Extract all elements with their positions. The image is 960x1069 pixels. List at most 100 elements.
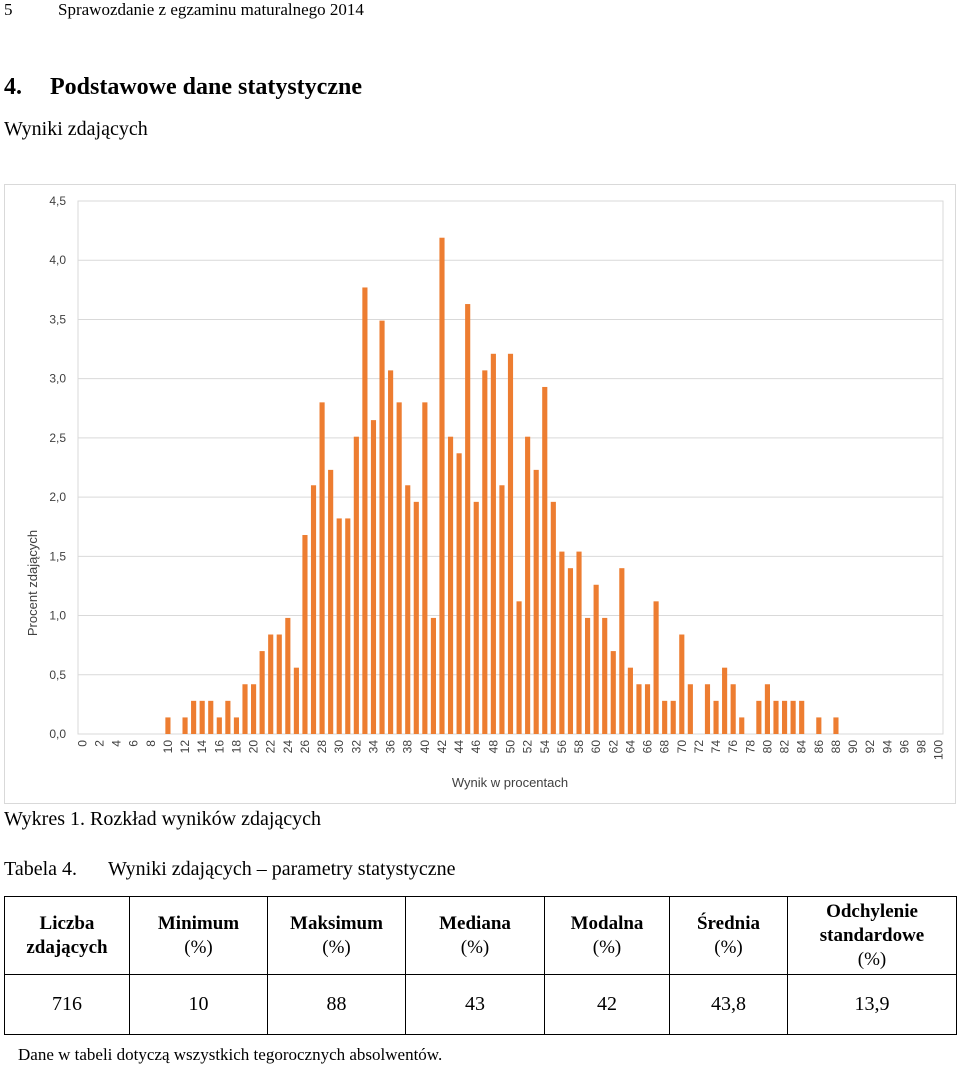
bar-64: [627, 667, 633, 734]
x-tick-label: 96: [898, 740, 912, 754]
x-tick-label: 86: [812, 740, 826, 754]
y-tick-label: 1,0: [49, 609, 66, 623]
bar-49: [499, 485, 505, 734]
page-number: 5: [4, 0, 13, 19]
bar-18: [233, 717, 240, 734]
x-tick-label: 42: [435, 740, 449, 754]
x-tick-label: 2: [92, 740, 106, 747]
bar-86: [816, 717, 822, 734]
bar-39: [413, 501, 419, 734]
bar-10: [165, 717, 171, 734]
bar-45: [465, 304, 471, 734]
x-tick-label: 20: [247, 740, 261, 754]
page-header: 5 Sprawozdanie z egzaminu maturalnego 20…: [4, 0, 364, 24]
x-tick-label: 52: [521, 740, 535, 754]
bar-25: [293, 667, 299, 734]
bar-76: [730, 684, 736, 734]
value-mean: 43,8: [669, 974, 788, 1035]
bar-52: [525, 436, 531, 734]
bar-37: [396, 402, 402, 734]
bar-34: [370, 420, 377, 734]
bar-31: [345, 518, 351, 734]
x-tick-label: 28: [315, 740, 329, 754]
x-tick-label: 32: [349, 740, 363, 754]
bar-20: [251, 684, 257, 734]
x-tick-label: 74: [709, 740, 723, 754]
value-minimum: 10: [129, 974, 268, 1035]
bars: [165, 237, 839, 734]
bar-48: [490, 353, 496, 734]
histogram-chart: 0,0 0,5 1,0 1,5 2,0 2,5 3,0 3,5 4,0 4,5 0 2 4 6 8 10 12…: [4, 184, 956, 804]
bar-65: [636, 684, 642, 734]
bar-83: [790, 700, 796, 734]
bar-12: [182, 717, 188, 734]
table-caption: Tabela 4. Wyniki zdających – parametry st…: [4, 858, 456, 881]
value-maximum: 88: [267, 974, 406, 1035]
value-count: 716: [4, 974, 130, 1035]
bar-36: [388, 370, 394, 734]
bar-16: [216, 717, 222, 734]
x-tick-label: 62: [606, 740, 620, 754]
bar-29: [328, 469, 334, 734]
value-mode: 42: [544, 974, 670, 1035]
bar-43: [447, 436, 454, 734]
bar-15: [208, 700, 214, 734]
x-tick-label: 44: [452, 740, 466, 754]
statistics-table: Liczba zdających Minimum (%) Maksimum (%) M…: [4, 896, 957, 1035]
bar-58: [576, 551, 582, 734]
y-tick-label: 4,5: [49, 194, 66, 208]
header-count: Liczba zdających: [4, 896, 130, 975]
header-mode: Modalna (%): [544, 896, 670, 975]
bar-77: [739, 717, 745, 734]
y-tick-label: 3,5: [49, 312, 66, 326]
chart-svg: 0,00,51,01,52,02,53,03,54,04,5 0 2 4 6 8 10 12…: [25, 194, 946, 790]
header-mean: Średnia (%): [669, 896, 788, 975]
section-heading: 4. Podstawowe dane statystyczne: [4, 74, 362, 101]
bar-88: [833, 717, 839, 734]
y-tick-label: 2,5: [49, 431, 66, 445]
y-tick-labels: 0,0 0,5 1,0 1,5 2,0 2,5 3,0 3,5 4,0 4,5: [49, 194, 66, 741]
x-tick-label: 94: [880, 740, 894, 754]
bar-73: [704, 684, 711, 734]
table-header-row: Liczba zdających Minimum (%) Maksimum (%) M…: [4, 896, 957, 975]
value-median: 43: [405, 974, 545, 1035]
bar-24: [285, 617, 291, 734]
figure-caption: Wykres 1. Rozkład wyników zdających: [4, 808, 322, 830]
y-tick-label: 0,0: [49, 727, 66, 741]
y-tick-label: 1,5: [49, 549, 66, 563]
bar-42: [439, 237, 445, 734]
table-caption-label: Tabela 4.: [4, 858, 78, 880]
x-tick-label: 6: [127, 740, 141, 747]
bar-67: [653, 601, 659, 734]
header-maximum: Maksimum (%): [267, 896, 406, 975]
bar-22: [268, 634, 274, 734]
x-tick-label: 22: [264, 740, 278, 754]
bar-14: [199, 700, 205, 734]
bar-46: [473, 501, 479, 734]
x-tick-label: 26: [298, 740, 312, 754]
x-tick-label: 60: [589, 740, 603, 754]
x-tick-label: 98: [915, 740, 929, 754]
x-tick-label: 88: [829, 740, 843, 754]
x-tick-label: 90: [846, 740, 860, 754]
bar-17: [225, 700, 231, 734]
bar-19: [242, 684, 248, 734]
report-title: Sprawozdanie z egzaminu maturalnego 2014: [58, 0, 364, 19]
y-tick-label: 4,0: [49, 253, 66, 267]
bar-68: [662, 700, 668, 734]
x-tick-labels: 0 2 4 6 8 10 12 14 16 18 20 22 24 26 28 30 32 34 36 38 40 42 4…: [75, 740, 945, 760]
bar-60: [593, 584, 599, 734]
x-tick-label: 68: [658, 740, 672, 754]
x-tick-label: 0: [75, 740, 89, 747]
x-tick-label: 82: [778, 740, 792, 754]
bar-75: [722, 667, 728, 734]
bar-80: [764, 684, 770, 734]
x-tick-label: 46: [469, 740, 483, 754]
x-tick-label: 78: [743, 740, 757, 754]
bar-57: [567, 568, 574, 734]
bar-47: [482, 370, 488, 734]
x-tick-label: 100: [932, 740, 946, 760]
bar-62: [610, 651, 616, 734]
bar-81: [773, 700, 779, 734]
bar-30: [336, 518, 342, 734]
